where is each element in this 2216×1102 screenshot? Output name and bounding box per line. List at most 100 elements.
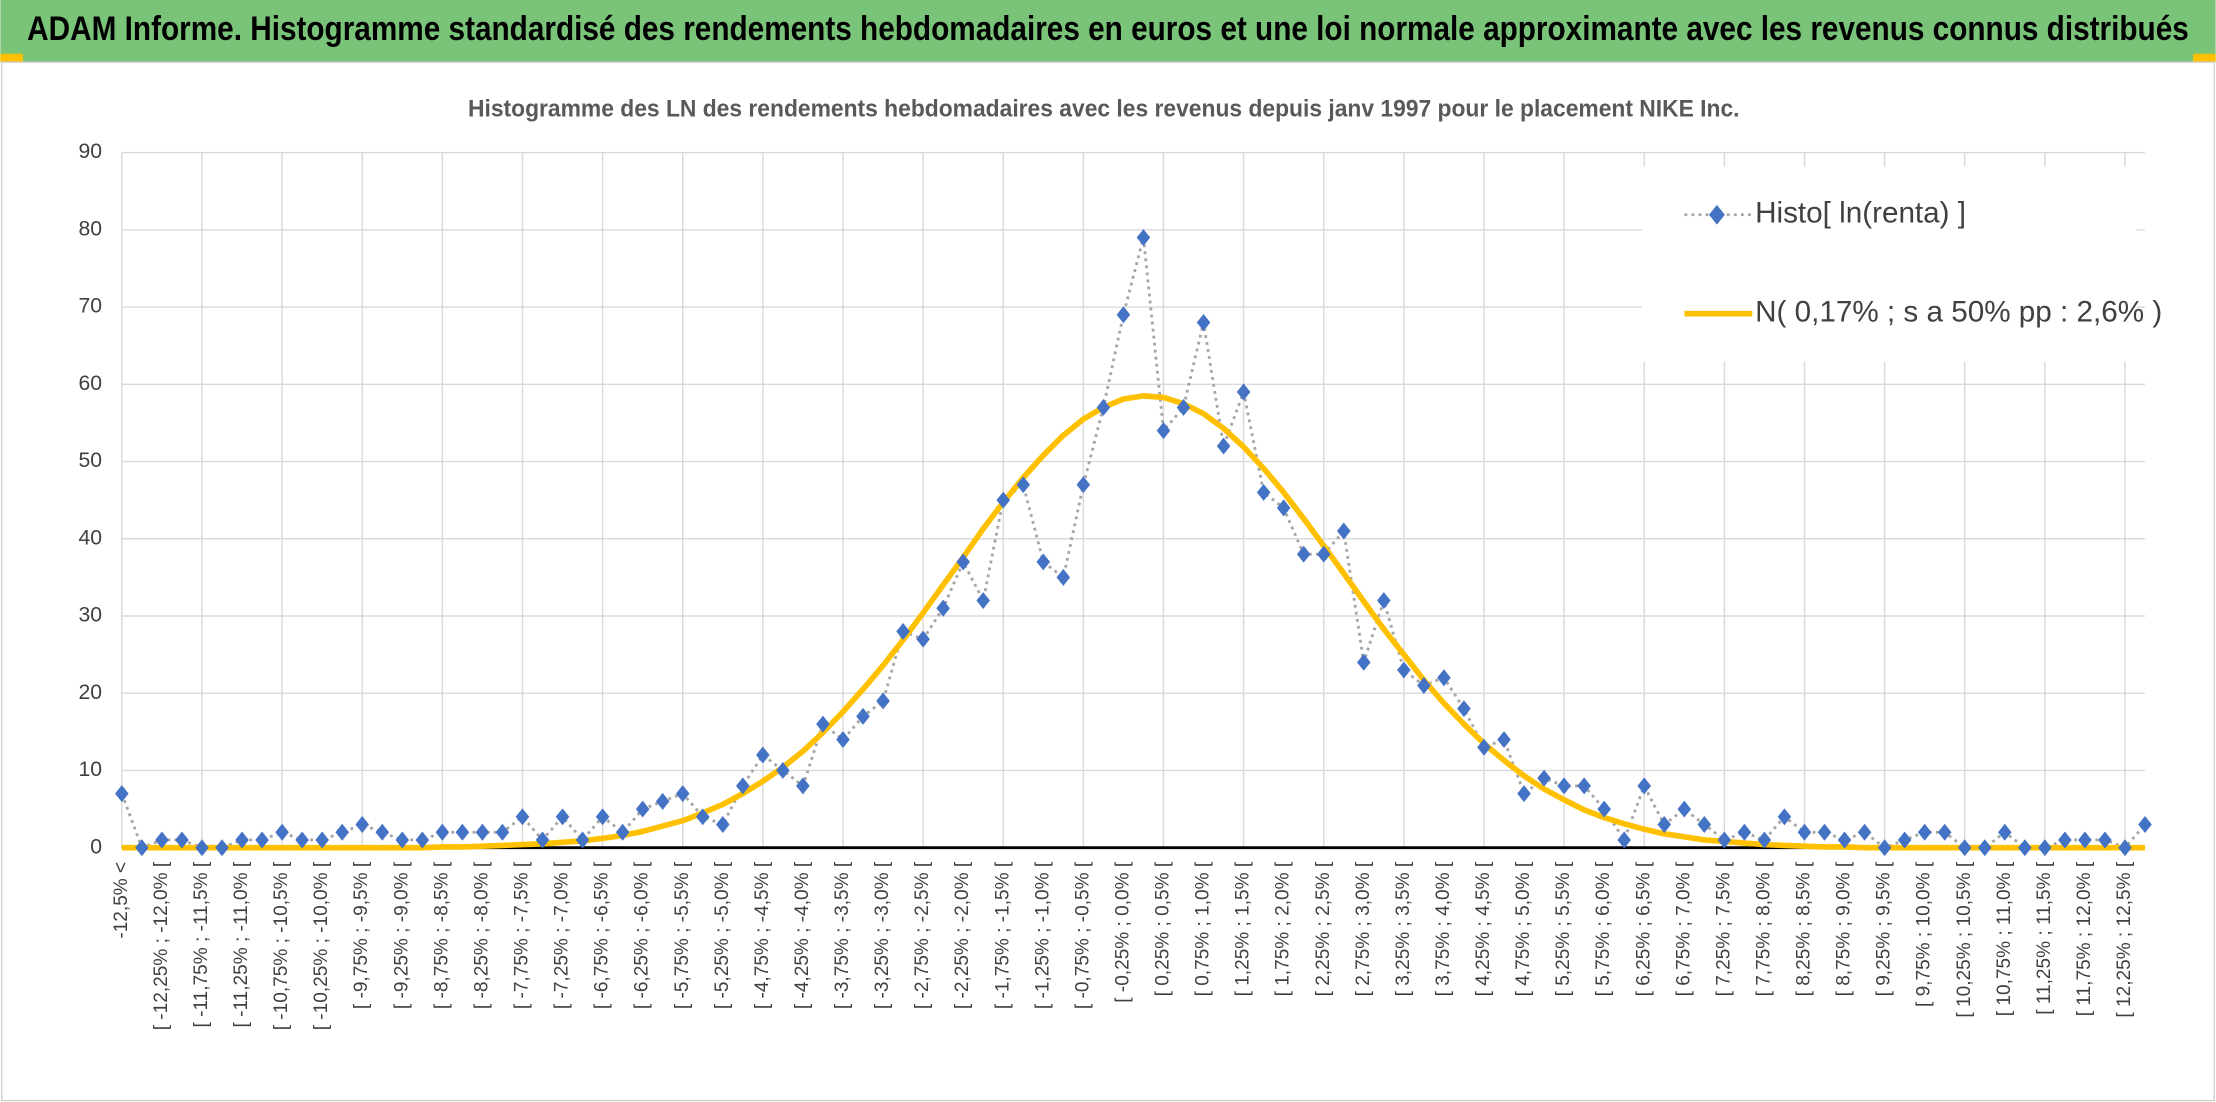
histo-point xyxy=(475,823,490,841)
histo-point xyxy=(1477,738,1491,756)
histo-point xyxy=(215,839,229,857)
histo-point xyxy=(1998,823,2012,841)
x-tick-label: [ -4,25% ; -4,0% [ xyxy=(792,861,813,1009)
x-tick-label: [ 6,75% ; 7,0% [ xyxy=(1673,861,1694,996)
x-tick-label: [ 2,25% ; 2,5% [ xyxy=(1313,861,1334,996)
header-bar xyxy=(0,0,2216,63)
histo-point xyxy=(1557,777,1571,795)
histo-point xyxy=(515,808,530,826)
histo-point xyxy=(836,731,850,749)
x-tick-label: [ -12,25% ; -12,0% [ xyxy=(151,861,172,1030)
x-tick-label: [ -6,75% ; -6,5% [ xyxy=(592,861,613,1009)
histo-point xyxy=(195,839,209,857)
x-tick-label: [ 9,25% ; 9,5% [ xyxy=(1874,861,1895,996)
histo-point xyxy=(1116,306,1131,324)
histo-point xyxy=(2098,831,2112,849)
page-title: ADAM Informe. Histogramme standardisé de… xyxy=(27,10,2189,48)
x-tick-label: [ -4,75% ; -4,5% [ xyxy=(752,861,773,1009)
histo-point xyxy=(956,553,970,571)
corner xyxy=(0,53,23,63)
y-tick-label: 80 xyxy=(78,217,102,240)
histo-point xyxy=(415,831,430,849)
histo-point xyxy=(1096,398,1111,416)
histo-point xyxy=(716,816,730,833)
x-tick-label: [ -3,75% ; -3,5% [ xyxy=(832,861,853,1009)
histo-point xyxy=(455,823,470,841)
histo-point xyxy=(1417,677,1431,694)
histo-point xyxy=(1397,661,1411,679)
y-tick-label: 60 xyxy=(78,372,102,395)
histo-point xyxy=(535,831,550,849)
x-tick-label: [ 3,25% ; 3,5% [ xyxy=(1393,861,1414,996)
x-tick-label: [ -0,25% ; 0,0% [ xyxy=(1112,861,1133,1003)
histo-point xyxy=(1877,839,1892,857)
histo-point xyxy=(1056,568,1071,586)
x-tick-label: [ -7,25% ; -7,0% [ xyxy=(552,861,573,1009)
histo-point xyxy=(1737,823,1752,841)
x-tick-label: [ 9,75% ; 10,0% [ xyxy=(1914,861,1935,1007)
x-tick-label: [ 12,25% ; 12,5% [ xyxy=(2114,861,2135,1017)
histo-point xyxy=(2018,839,2032,857)
y-tick-label: 30 xyxy=(78,604,102,627)
x-tick-label: [ 8,25% ; 8,5% [ xyxy=(1794,861,1815,996)
histo-point xyxy=(1597,800,1611,818)
x-tick-label: [ -11,75% ; -11,5% [ xyxy=(191,861,212,1027)
y-tick-label: 40 xyxy=(78,526,102,549)
histo-point xyxy=(1236,383,1251,401)
x-tick-label: [ -2,75% ; -2,5% [ xyxy=(912,861,933,1009)
chart-title: Histogramme des LN des rendements hebdom… xyxy=(468,96,1740,123)
histo-point xyxy=(1957,839,1972,857)
x-tick-label: -12,5% < xyxy=(111,862,132,939)
histo-point xyxy=(275,823,289,841)
histo-point xyxy=(135,839,149,857)
y-tick-label: 90 xyxy=(78,140,102,163)
x-tick-label: [ -3,25% ; -3,0% [ xyxy=(872,861,893,1009)
x-tick-label: [ 7,75% ; 8,0% [ xyxy=(1753,861,1774,996)
corner xyxy=(2193,53,2216,63)
x-tick-label: [ 5,25% ; 5,5% [ xyxy=(1553,861,1574,996)
x-tick-label: [ -2,25% ; -2,0% [ xyxy=(952,861,973,1009)
x-tick-label: [ 11,25% ; 11,5% [ xyxy=(2034,861,2055,1015)
histo-point xyxy=(655,792,670,810)
histo-point xyxy=(635,800,650,818)
histo-point xyxy=(2118,839,2132,857)
x-tick-label: [ -1,25% ; -1,0% [ xyxy=(1032,861,1053,1009)
histo-point xyxy=(1036,553,1051,571)
histo-point xyxy=(1216,437,1231,455)
x-tick-label: [ -1,75% ; -1,5% [ xyxy=(992,861,1013,1009)
histo-point xyxy=(695,808,710,826)
x-tick-label: [ -9,25% ; -9,0% [ xyxy=(391,861,412,1009)
histo-point xyxy=(1196,314,1211,331)
x-tick-label: [ -9,75% ; -9,5% [ xyxy=(351,861,372,1009)
y-tick-label: 50 xyxy=(78,449,102,472)
x-tick-label: [ 7,25% ; 7,5% [ xyxy=(1713,861,1734,996)
x-tick-label: [ 10,25% ; 10,5% [ xyxy=(1954,861,1975,1017)
y-tick-label: 70 xyxy=(78,295,102,318)
histo-point xyxy=(1497,731,1511,749)
histo-point xyxy=(1777,808,1792,826)
histo-point xyxy=(1076,476,1091,494)
histo-point xyxy=(1537,769,1551,787)
x-tick-label: [ 4,25% ; 4,5% [ xyxy=(1473,861,1494,996)
legend-label: N( 0,17% ; s a 50% pp : 2,6% ) xyxy=(1755,295,2162,328)
histo-point xyxy=(1657,816,1672,833)
histo-point xyxy=(1677,800,1692,818)
histo-point xyxy=(435,823,450,841)
histo-point xyxy=(876,692,890,710)
x-tick-label: [ 0,25% ; 0,5% [ xyxy=(1153,861,1174,996)
histo-point xyxy=(595,808,610,826)
legend-label: Histo[ ln(renta) ] xyxy=(1755,197,1966,230)
histo-point xyxy=(1176,398,1191,416)
x-tick-label: [ -11,25% ; -11,0% [ xyxy=(231,861,252,1027)
histo-point xyxy=(615,823,630,841)
histo-point xyxy=(1937,823,1952,841)
histo-point xyxy=(776,761,790,779)
x-tick-label: [ 4,75% ; 5,0% [ xyxy=(1513,861,1534,996)
x-tick-label: [ 5,75% ; 6,0% [ xyxy=(1593,861,1614,996)
x-tick-label: [ -6,25% ; -6,0% [ xyxy=(632,861,653,1009)
histo-point xyxy=(395,831,410,849)
x-tick-label: [ 8,75% ; 9,0% [ xyxy=(1834,861,1855,996)
x-tick-label: [ 0,75% ; 1,0% [ xyxy=(1193,861,1214,996)
histo-point xyxy=(1377,592,1391,610)
